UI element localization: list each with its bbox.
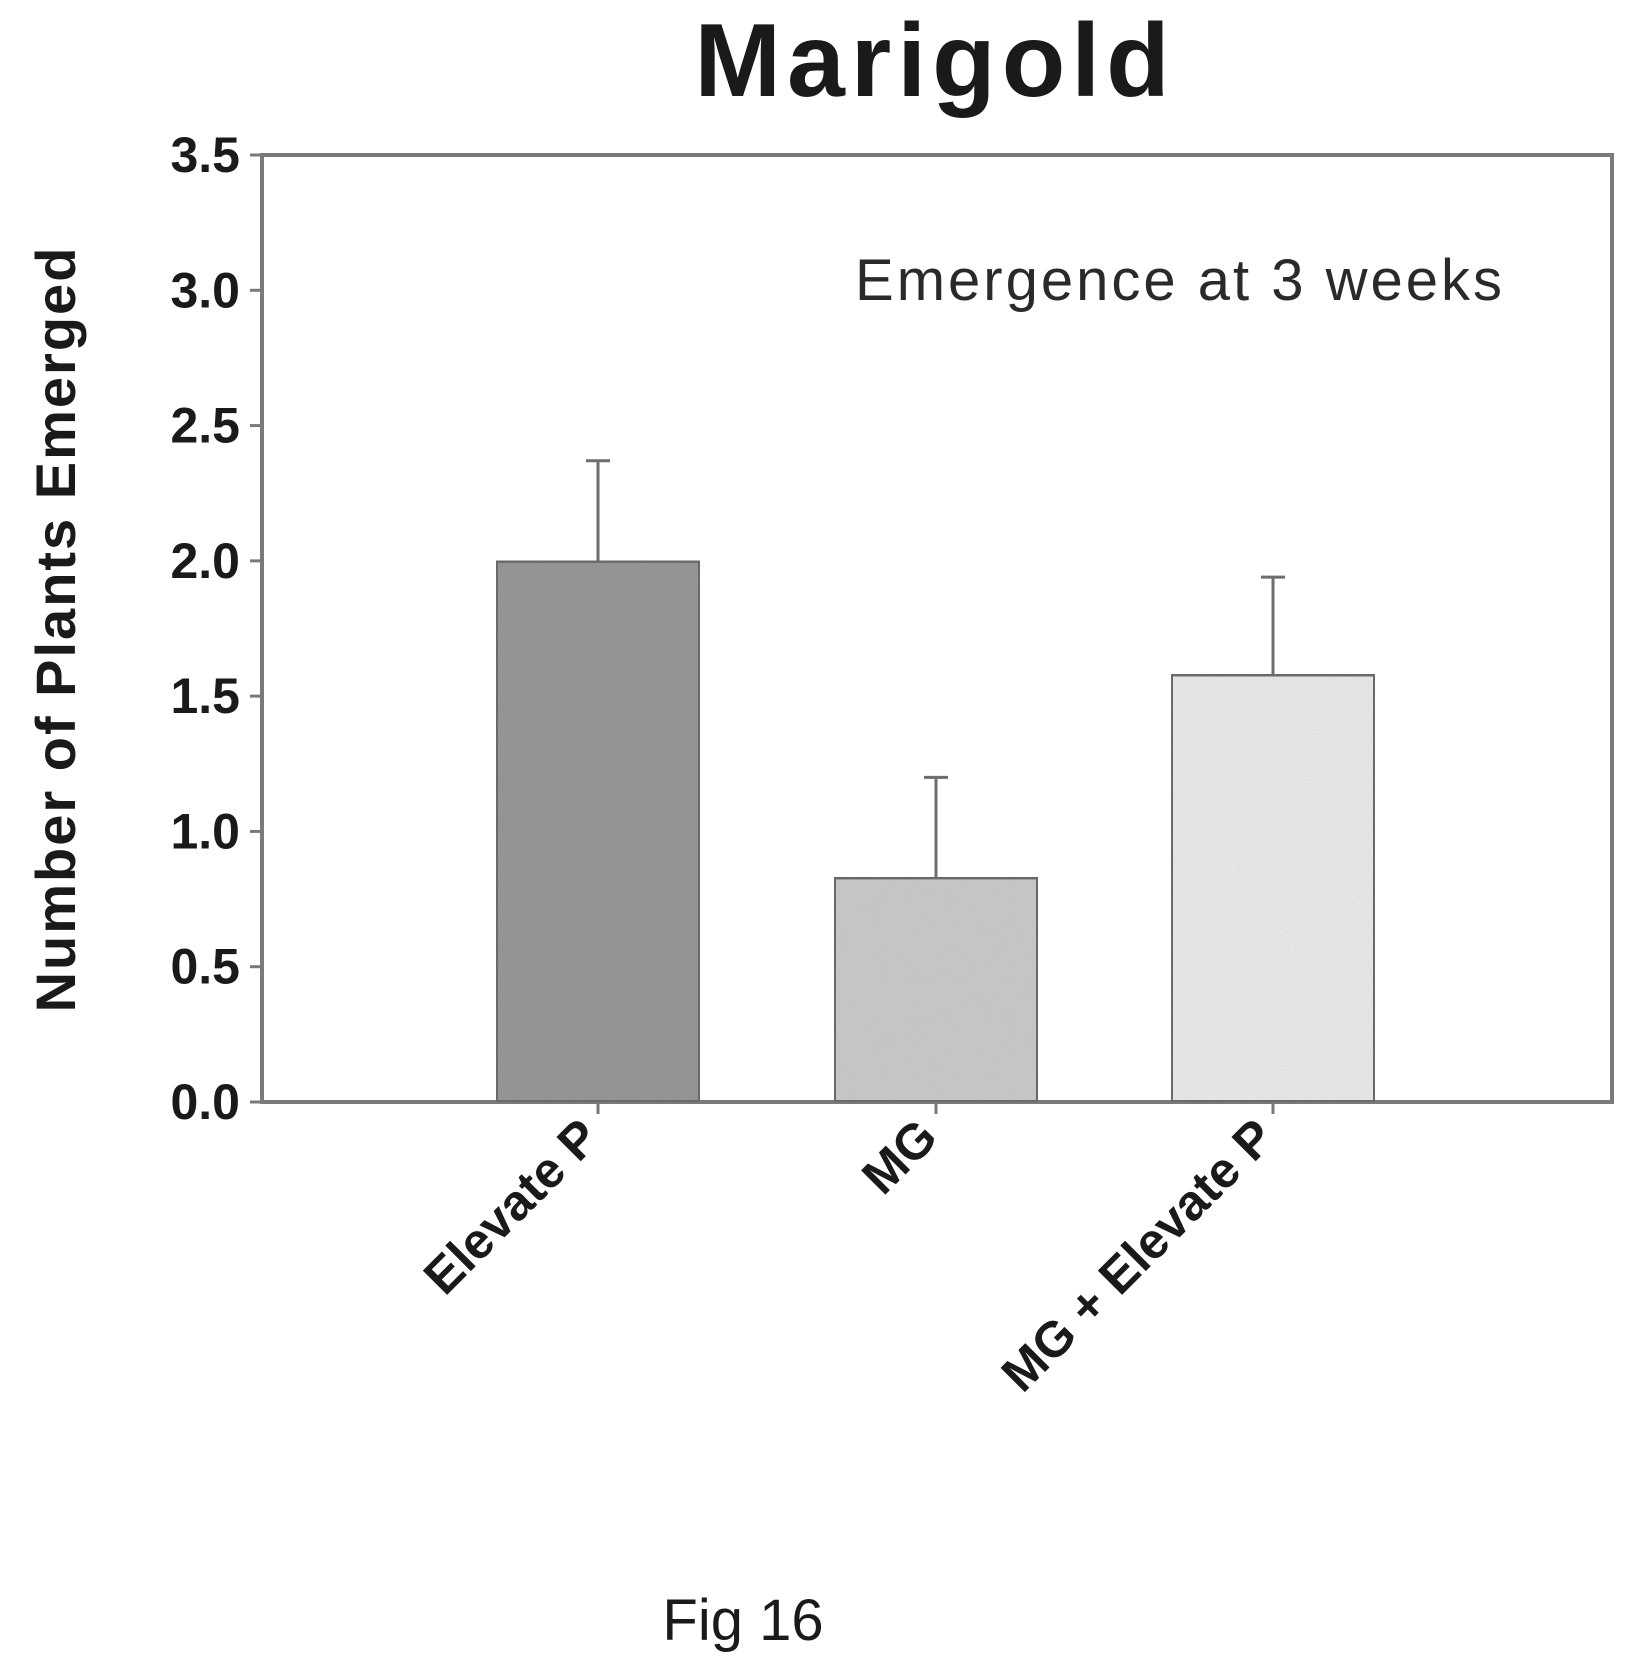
bar-1 [832,875,1040,1104]
chart-annotation: Emergence at 3 weeks [855,248,1505,313]
y-ticks: 0.0 0.5 1.0 1.5 2.0 2.5 3.0 3.5 [170,127,262,1130]
x-tick-label: MG [851,1108,948,1205]
bar-0 [494,558,702,1104]
y-tick-label: 0.0 [170,1074,240,1130]
bar-2 [1169,672,1377,1104]
x-tick-label: MG + Elevate P [991,1108,1285,1402]
y-tick-label: 2.0 [170,533,240,589]
y-tick-label: 2.5 [170,398,240,454]
y-tick-label: 1.0 [170,803,240,859]
x-ticks [596,1102,1275,1114]
x-tick-label: Elevate P [413,1108,610,1305]
y-tick-label: 3.5 [170,127,240,183]
figure-caption: Fig 16 [662,1588,823,1653]
y-tick-label: 1.5 [170,668,240,724]
bars [494,558,1377,1104]
y-tick-label: 3.0 [170,262,240,318]
y-axis-label: Number of Plants Emerged [24,246,87,1013]
error-bars [586,459,1285,878]
x-tick-labels: Elevate P MG MG + Elevate P [413,1108,1285,1402]
chart-title: Marigold [694,3,1175,119]
y-tick-label: 0.5 [170,939,240,995]
